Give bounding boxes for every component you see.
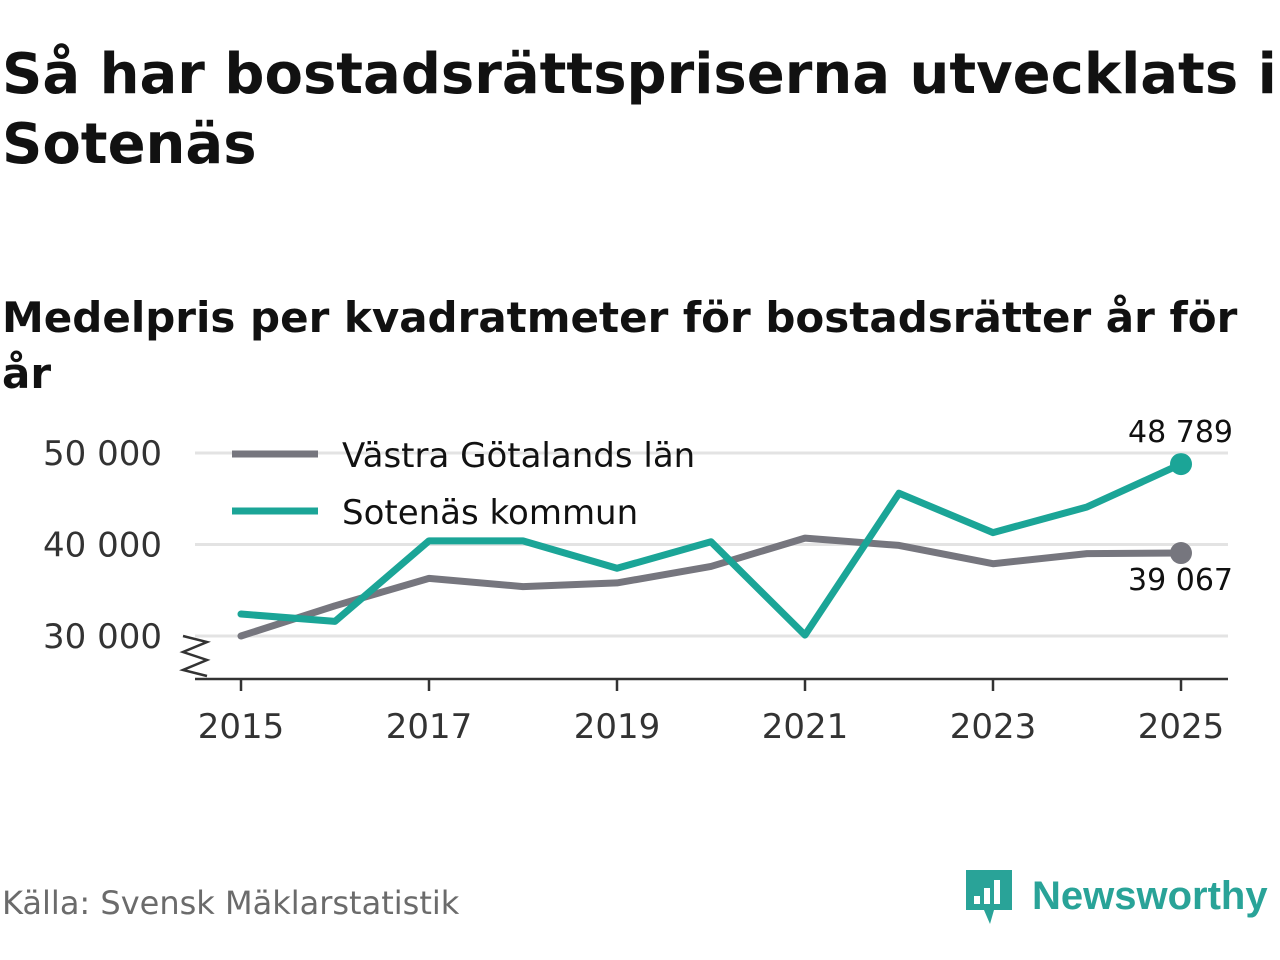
x-tick-label: 2025 <box>1138 707 1225 747</box>
y-axis-ticks: 30 000 40 000 50 000 <box>43 434 162 657</box>
end-label-sotenas: 48 789 <box>1128 415 1233 450</box>
x-tick-label: 2023 <box>950 707 1037 747</box>
legend-label-sotenas: Sotenäs kommun <box>342 493 638 533</box>
source-note: Källa: Svensk Mäklarstatistik <box>2 884 460 922</box>
brand-logo: Newsworthy <box>964 866 1268 926</box>
x-tick-label: 2015 <box>198 707 285 747</box>
series-end-point-0 <box>1170 542 1192 565</box>
series-end-point-1 <box>1170 453 1192 476</box>
newsworthy-icon <box>966 870 1012 924</box>
x-tick-label: 2017 <box>386 707 473 747</box>
legend-label-vastra: Västra Götalands län <box>342 436 695 476</box>
series-lines <box>237 453 1192 640</box>
series-line-0 <box>237 534 1185 640</box>
y-tick-label: 50 000 <box>43 434 162 474</box>
chart-subtitle: Medelpris per kvadratmeter för bostadsrä… <box>2 293 1238 398</box>
y-tick-label: 30 000 <box>43 617 162 657</box>
chart-title: Så har bostadsrättspriserna utvecklats i… <box>2 42 1277 177</box>
y-tick-label: 40 000 <box>43 526 162 566</box>
axis-break-icon <box>179 634 211 678</box>
legend: Västra Götalands län Sotenäs kommun <box>232 436 695 533</box>
end-labels: 48 789 39 067 <box>1128 415 1233 598</box>
x-tick-label: 2021 <box>762 707 849 747</box>
x-axis: 2015 2017 2019 2021 2023 2025 <box>195 677 1228 747</box>
series-line-1 <box>237 460 1185 639</box>
brand-name: Newsworthy <box>1032 873 1268 918</box>
end-label-vastra: 39 067 <box>1128 563 1233 598</box>
x-tick-label: 2019 <box>574 707 661 747</box>
